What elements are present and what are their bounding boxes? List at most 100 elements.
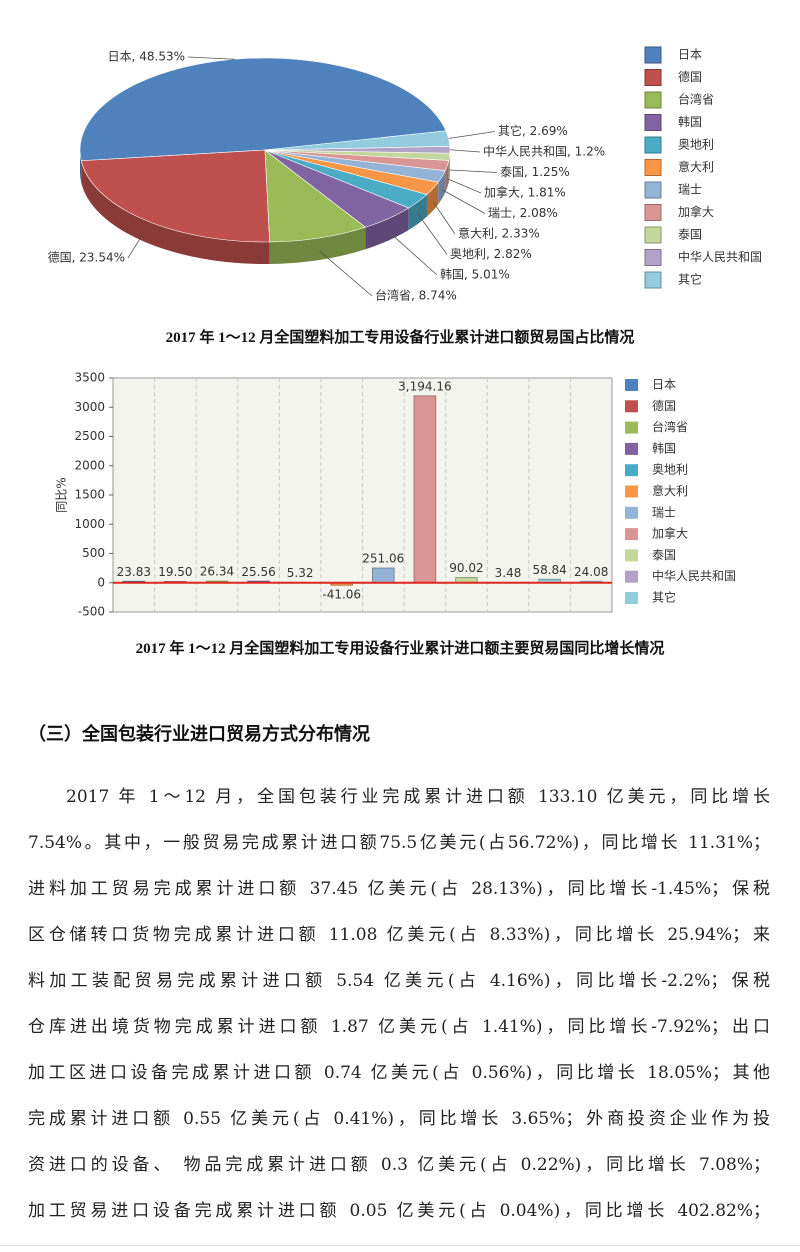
text-line: 资进口的设备、 物品完成累计进口额 0.3 亿美元(占 0.22%)，同比增长 … [28,1155,770,1175]
legend-swatch [625,528,638,541]
y-tick-label: 2000 [74,458,105,472]
y-tick-label: 2500 [74,429,105,443]
text-line: 进料加工贸易完成累计进口额 37.45 亿美元(占 28.13%)，同比增长-1… [28,879,770,899]
legend-label: 瑞士 [678,183,702,197]
y-tick-label: 3500 [74,371,105,385]
legend-label: 中华人民共和国 [678,249,762,264]
leader-line [187,56,235,60]
data-label: 3,194.16 [398,379,451,393]
text-line: 7.54%。其中，一般贸易完成累计进口额75.5亿美元(占56.72%)，同比增… [28,833,770,853]
y-tick-label: -500 [78,605,105,619]
legend-swatch [625,442,638,455]
y-tick-label: 3000 [74,400,105,414]
data-label: 日本, 48.53% [108,50,185,64]
slice-side [269,227,366,264]
legend-label: 瑞士 [652,505,676,519]
text-line: 料加工装配贸易完成累计进口额 5.54 亿美元(占 4.16%)，同比增长-2.… [28,971,770,991]
legend-swatch [644,46,662,64]
legend-swatch [644,69,662,86]
legend-label: 日本 [652,378,676,392]
y-tick-label: 500 [82,546,105,560]
slice-side [365,207,409,250]
data-label: 韩国, 5.01% [440,267,510,282]
text-line: 完成累计进口额 0.55 亿美元(占 0.41%)，同比增长 3.65%；外商投… [28,1109,770,1129]
legend-label: 其它 [678,272,702,287]
y-tick-label: 1500 [74,488,105,502]
legend-label: 奥地利 [678,138,714,152]
pie-slice [80,149,271,243]
paragraph: 2017 年 1～12 月，全国包装行业完成累计进口额 133.10 亿美元，同… [28,774,770,1234]
pie-chart: 日本, 48.53% 德国, 23.54% 台湾省, 8.74% 韩国, 5.01% 奥… [48,46,762,303]
data-label: 5.32 [287,566,314,580]
legend-label: 德国 [652,398,676,413]
pie-slice [264,130,451,151]
legend-swatch [625,464,638,477]
data-label: 24.08 [574,565,608,579]
legend-label: 中华人民共和国 [652,568,736,583]
legend-label: 其它 [652,590,676,605]
bar [371,567,395,584]
legend-swatch [625,400,638,413]
legend-label: 台湾省 [652,419,688,434]
data-label: 奥地利, 2.82% [450,247,532,261]
text-line: 加工贸易进口设备完成累计进口额 0.05 亿美元(占 0.04%)，同比增长 4… [28,1201,770,1221]
legend-label: 加拿大 [652,526,688,541]
legend-swatch [625,506,638,519]
bar-title: 2017 年 1～12 月全国塑料加工专用设备行业累计进口额主要贸易国同比增长情… [135,641,665,657]
legend-label: 泰国 [678,228,702,242]
data-label: 90.02 [449,561,483,575]
legend-swatch [625,379,638,391]
data-label: 德国, 23.54% [48,250,125,265]
legend-label: 台湾省 [678,92,714,107]
data-label: 加拿大, 1.81% [484,185,566,200]
legend-swatch [625,570,638,583]
data-label: 中华人民共和国, 1.2% [483,144,605,159]
legend-swatch [625,421,638,434]
y-axis-label: 同比% [55,477,69,512]
leader-line [449,169,498,173]
slice-side [81,160,270,264]
data-label: 意大利, 2.33% [458,226,540,241]
legend-label: 意大利 [678,159,714,174]
legend-label: 韩国 [652,440,676,455]
legend-swatch [644,249,662,266]
legend-swatch [625,592,638,604]
data-label: -41.06 [322,588,361,602]
data-label: 3.48 [495,566,522,580]
pie-slice [79,57,447,162]
legend-label: 加拿大 [678,204,714,219]
data-label: 台湾省, 8.74% [375,288,457,303]
y-tick-label: 1000 [74,517,105,531]
text-line: 加工区进口设备完成累计进口额 0.74 亿美元(占 0.56%)，同比增长 18… [28,1063,770,1083]
leader-line [432,201,456,235]
legend-label: 泰国 [652,548,676,562]
legend-swatch [644,271,662,289]
legend-label: 奥地利 [652,463,688,477]
legend-swatch [644,91,662,109]
legend-label: 德国 [678,69,702,84]
data-label: 251.06 [362,552,404,566]
leader-line [319,250,373,297]
data-label: 瑞士, 2.08% [488,206,558,220]
text-line: 2017 年 1～12 月，全国包装行业完成累计进口额 133.10 亿美元，同… [66,787,770,807]
slice-side [445,160,449,193]
legend-label: 韩国 [678,114,702,129]
legend-swatch [644,226,662,244]
section-heading: （三）全国包装行业进口贸易方式分布情况 [28,724,370,745]
text-line: 区仓储转口货物完成累计进口额 11.08 亿美元(占 8.33%)，同比增长 2… [28,925,770,945]
slice-side [408,194,427,230]
leader-line [441,189,486,214]
legend-swatch [644,181,662,199]
legend-swatch [644,114,662,131]
leader-line [447,178,482,194]
pie-slice [264,149,367,243]
data-label: 25.56 [241,565,275,579]
legend-label: 日本 [678,48,702,62]
leader-line [127,232,145,259]
text-line: 仓库进出境货物完成累计进口额 1.87 亿美元(占 1.41%)，同比增长-7.… [28,1017,770,1037]
y-tick-label: 0 [97,575,105,589]
data-label: 19.50 [158,565,192,579]
legend-swatch [625,485,638,498]
data-label: 泰国, 1.25% [500,165,570,179]
